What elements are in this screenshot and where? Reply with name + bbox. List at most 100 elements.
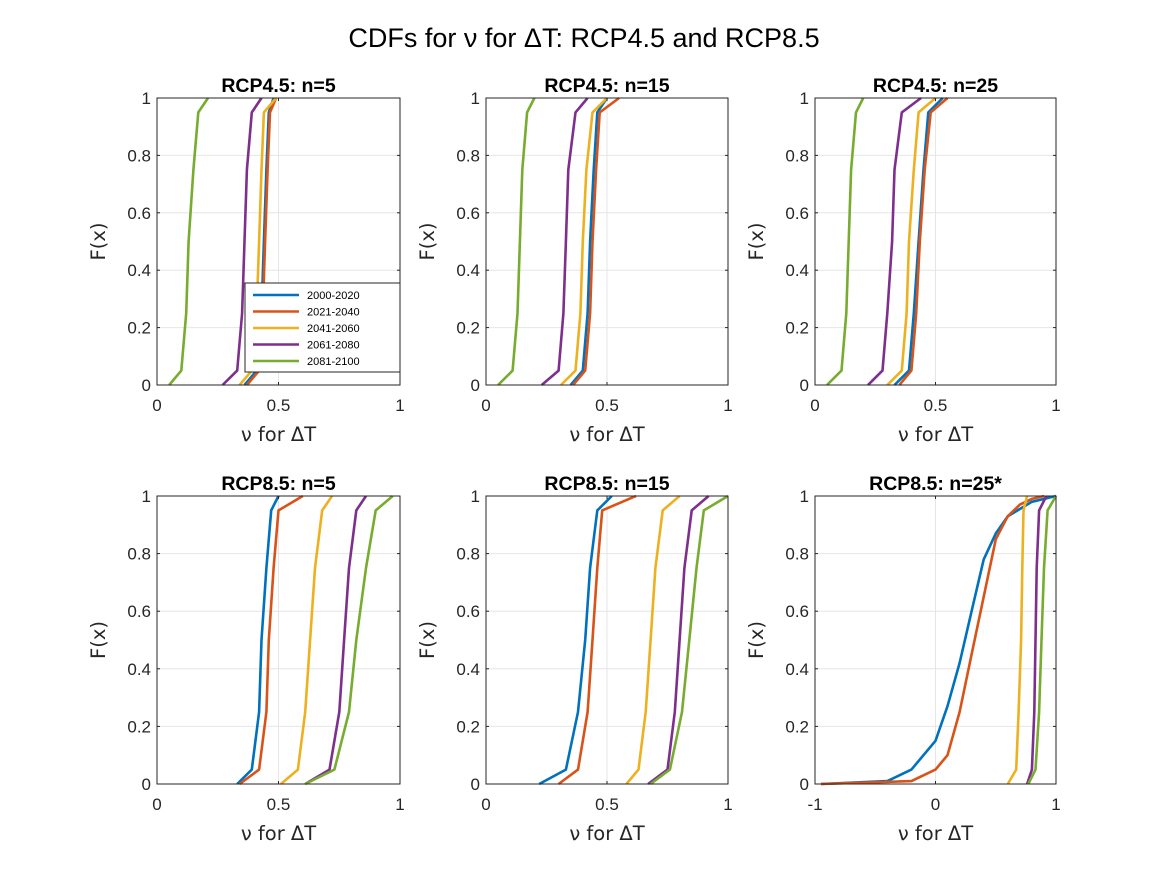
cdf-line-2021-2040 [238, 494, 304, 786]
x-tick-label: 1 [723, 795, 732, 814]
y-tick-label: 0.8 [456, 146, 480, 165]
y-axis-label: F(x) [745, 223, 768, 261]
cdf-line-2081-2100 [1027, 495, 1058, 785]
y-tick-label: 0.2 [456, 717, 480, 736]
x-axis-label: ν for ΔT [569, 822, 644, 845]
cdf-line-2061-2080 [647, 495, 710, 786]
y-tick-label: 1 [471, 89, 480, 108]
legend-label: 2000-2020 [307, 290, 360, 302]
x-tick-label: 0.5 [267, 795, 291, 814]
cdf-line-2061-2080 [1025, 495, 1048, 785]
y-tick-label: 0.4 [456, 261, 480, 280]
y-tick-label: 0.4 [785, 261, 809, 280]
y-axis-label: F(x) [87, 621, 110, 659]
subplot-title: RCP8.5: n=5 [221, 473, 335, 495]
y-tick-label: 1 [142, 487, 151, 506]
x-tick-label: 0 [152, 396, 161, 415]
cdf-line-2021-2040 [557, 494, 637, 786]
y-tick-label: 0.2 [127, 717, 151, 736]
x-tick-label: 0.5 [595, 396, 619, 415]
x-axis-label: ν for ΔT [898, 822, 973, 845]
cdf-line-2061-2080 [304, 495, 368, 786]
x-tick-label: 1 [395, 795, 404, 814]
y-tick-label: 0 [471, 376, 480, 395]
y-tick-label: 0.2 [127, 319, 151, 338]
subplot-1: 0 0.5 1 0 0.2 0.4 0.6 0.8 1 RCP4.5: n=5 ν for ΔT F(… [87, 75, 405, 446]
legend: 2000-2020 2021-2040 2041-2060 2061-2080 2081… [244, 282, 401, 373]
y-tick-label: 0.8 [127, 545, 151, 564]
cdf-line-2061-2080 [221, 97, 263, 386]
y-tick-label: 0.2 [785, 319, 809, 338]
y-tick-label: 0.6 [456, 204, 480, 223]
y-tick-label: 0 [800, 775, 809, 794]
x-tick-label: 1 [1051, 795, 1060, 814]
cdf-line-2061-2080 [540, 97, 589, 386]
subplot-title: RCP4.5: n=5 [221, 75, 335, 97]
subplot-4: 0 0.5 1 0 0.2 0.4 0.6 0.8 1 RCP8.5: n=5 ν for ΔT F(… [87, 473, 405, 845]
y-tick-label: 0 [142, 376, 151, 395]
y-tick-label: 0.6 [785, 602, 809, 621]
x-axis-label: ν for ΔT [898, 423, 973, 446]
x-axis-label: ν for ΔT [241, 822, 316, 845]
y-axis-label: F(x) [416, 223, 439, 261]
legend-label: 2061-2080 [307, 340, 360, 352]
y-tick-label: 0.6 [127, 204, 151, 223]
y-tick-label: 0.4 [785, 660, 809, 679]
y-axis-label: F(x) [87, 223, 110, 261]
x-tick-label: 0 [810, 396, 819, 415]
cdf-line-2021-2040 [820, 494, 1045, 786]
y-tick-label: 0.4 [127, 660, 151, 679]
cdf-line-2021-2040 [898, 97, 949, 386]
cdf-line-2000-2020 [569, 97, 609, 386]
legend-label: 2081-2100 [307, 356, 360, 368]
y-axis-label: F(x) [745, 621, 768, 659]
y-tick-label: 1 [142, 89, 151, 108]
x-tick-label: 0 [931, 795, 940, 814]
cdf-line-2081-2100 [826, 97, 865, 386]
x-tick-label: -1 [807, 795, 822, 814]
cdf-line-2041-2060 [1006, 495, 1029, 785]
y-tick-label: 0 [800, 376, 809, 395]
cdf-line-2041-2060 [625, 495, 681, 785]
cdf-line-2081-2100 [497, 97, 536, 386]
subplot-2: 0 0.5 1 0 0.2 0.4 0.6 0.8 1 RCP4.5: n=15 ν for ΔT F… [416, 75, 733, 446]
y-tick-label: 1 [800, 487, 809, 506]
cdf-line-2041-2060 [560, 97, 608, 386]
y-tick-label: 0.6 [127, 602, 151, 621]
cdf-line-2061-2080 [867, 96, 922, 386]
cdf-line-2000-2020 [538, 495, 613, 786]
cdf-line-2081-2100 [304, 495, 394, 786]
y-tick-label: 0.4 [127, 261, 151, 280]
subplot-5: 0 0.5 1 0 0.2 0.4 0.6 0.8 1 RCP8.5: n=15 ν for ΔT F… [416, 473, 733, 845]
x-tick-label: 0 [152, 795, 161, 814]
x-tick-label: 0.5 [267, 396, 291, 415]
y-tick-label: 0.6 [785, 204, 809, 223]
cdf-line-2081-2100 [168, 97, 210, 386]
x-tick-label: 1 [395, 396, 404, 415]
cdf-line-2041-2060 [886, 97, 937, 386]
y-tick-label: 0.8 [785, 545, 809, 564]
x-tick-label: 0.5 [924, 396, 948, 415]
x-tick-label: 0 [481, 396, 490, 415]
x-axis-label: ν for ΔT [569, 423, 644, 446]
y-tick-label: 0.2 [785, 717, 809, 736]
y-tick-label: 0.2 [456, 319, 480, 338]
y-tick-label: 1 [471, 487, 480, 506]
y-tick-label: 0.8 [456, 545, 480, 564]
subplot-title: RCP4.5: n=15 [544, 75, 669, 97]
cdf-line-2041-2060 [280, 495, 334, 785]
subplot-title: RCP8.5: n=15 [544, 473, 669, 495]
y-tick-label: 0.8 [127, 146, 151, 165]
subplot-3: 0 0.5 1 0 0.2 0.4 0.6 0.8 1 RCP4.5: n=25 ν for ΔT F… [745, 75, 1061, 446]
x-tick-label: 0 [481, 795, 490, 814]
x-tick-label: 0.5 [595, 795, 619, 814]
x-axis-label: ν for ΔT [241, 423, 316, 446]
x-tick-label: 1 [1051, 396, 1060, 415]
legend-label: 2021-2040 [307, 307, 360, 319]
cdf-line-2021-2040 [572, 96, 620, 386]
legend-label: 2041-2060 [307, 323, 360, 335]
y-tick-label: 0 [142, 775, 151, 794]
subplot-title: RCP8.5: n=25* [869, 473, 1002, 495]
